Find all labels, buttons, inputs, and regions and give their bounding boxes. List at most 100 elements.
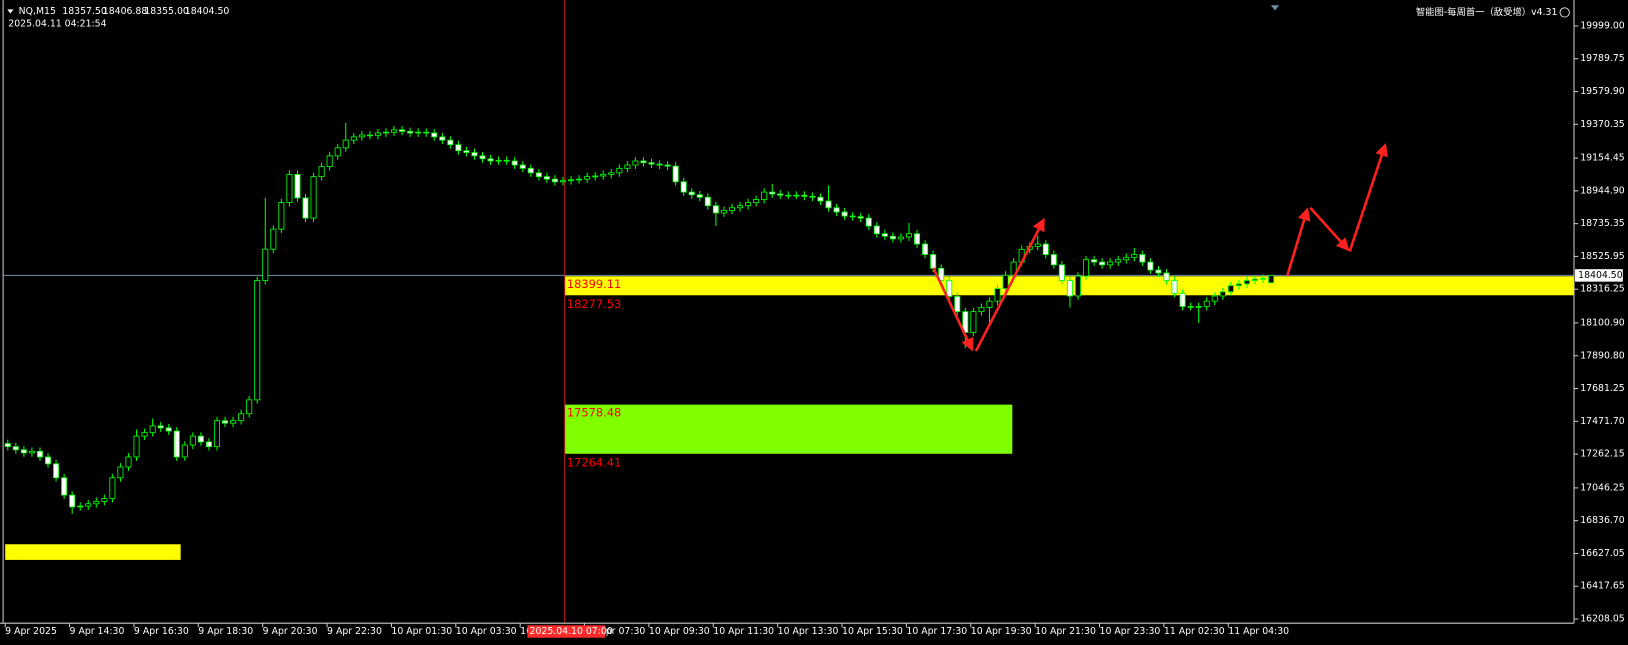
y-tick-label: 18525.95 <box>1580 251 1625 262</box>
x-tick-label: 9 Apr 16:30 <box>134 626 189 637</box>
candle-body <box>970 311 977 333</box>
candle-body <box>222 420 229 424</box>
candle-body <box>519 164 526 169</box>
y-tick-label: 17046.25 <box>1580 482 1625 493</box>
candle-body <box>262 248 269 281</box>
server-time: 2025.04.11 04:21:54 <box>8 18 106 29</box>
candle-body <box>213 420 221 448</box>
candle-body <box>624 164 631 169</box>
candle-body <box>334 147 341 157</box>
ohlc-open: 18357.50 <box>62 6 107 17</box>
candle-body <box>69 494 76 508</box>
candle-body <box>181 444 188 458</box>
candle-body <box>374 132 381 136</box>
candle-body <box>382 131 389 134</box>
candle-body <box>1058 264 1065 281</box>
candle-body <box>761 191 768 200</box>
x-tick-label: 10 Apr 09:30 <box>649 626 710 637</box>
arrow <box>974 217 1045 352</box>
candle-body <box>1243 280 1250 285</box>
x-tick-label: 9 Apr 18:30 <box>198 626 253 637</box>
candle-body <box>423 131 430 134</box>
candle-body <box>680 181 687 193</box>
candle-body <box>632 160 639 166</box>
candle-body <box>1155 269 1162 274</box>
candle-body <box>479 155 486 160</box>
y-tick-label: 18944.90 <box>1580 185 1625 196</box>
candle-body <box>785 194 792 197</box>
candle-body <box>463 150 470 153</box>
y-tick-label: 19154.45 <box>1580 153 1625 164</box>
candle-body <box>1050 254 1057 266</box>
x-tick-label: 10 Apr 01:30 <box>391 626 452 637</box>
candle-body <box>769 191 776 195</box>
x-tick-label: 11 Apr 04:30 <box>1228 626 1289 637</box>
candle-body <box>994 288 1001 302</box>
candle-body <box>527 167 534 174</box>
candle-body <box>85 503 92 507</box>
candle-body <box>399 129 406 132</box>
candle-body <box>914 233 921 245</box>
y-tick-label: 18100.90 <box>1580 317 1625 328</box>
zone-bottom-label: 18277.53 <box>567 297 621 311</box>
candle-body <box>117 466 124 479</box>
candle-body <box>1042 243 1049 255</box>
candle-body <box>278 202 285 230</box>
candle-body <box>841 211 848 217</box>
candle-body <box>1091 259 1098 263</box>
candle-body <box>930 254 937 269</box>
candle-body <box>230 420 237 424</box>
y-tick-label: 16836.70 <box>1580 515 1625 526</box>
candle-body <box>1163 272 1170 281</box>
candle-body <box>1268 275 1275 284</box>
y-tick-label: 19789.75 <box>1580 53 1625 64</box>
candle-body <box>439 136 446 141</box>
candle-body <box>648 162 655 165</box>
candle-body <box>1211 295 1218 302</box>
x-tick-label: 10 Apr 23:30 <box>1100 626 1161 637</box>
candle-body <box>720 209 727 214</box>
y-tick-label: 16208.05 <box>1580 614 1625 625</box>
arrow <box>932 267 974 352</box>
candle-body <box>1083 259 1090 277</box>
candle-body <box>294 174 301 199</box>
candle-body <box>310 176 317 219</box>
candle-body <box>471 152 478 157</box>
symbol: NQ,M15 <box>19 6 56 17</box>
candle-body <box>173 430 180 458</box>
candle-body <box>664 164 671 167</box>
candle-body <box>101 498 108 502</box>
candle-body <box>503 159 510 162</box>
indicator-icon[interactable] <box>1559 7 1570 18</box>
candle-body <box>1251 278 1259 281</box>
candle-body <box>833 207 840 213</box>
price-box <box>1575 269 1623 282</box>
candle-body <box>197 435 204 443</box>
candle-body <box>857 216 864 219</box>
candle-body <box>704 196 711 207</box>
zone-top-label: 18399.11 <box>567 277 621 291</box>
candle-body <box>568 179 575 182</box>
candle-body <box>318 166 325 178</box>
candle-body <box>1147 261 1154 271</box>
candle-body <box>865 217 872 227</box>
candle-body <box>286 174 293 204</box>
y-tick-label: 18316.25 <box>1580 284 1625 295</box>
y-tick-label: 18735.35 <box>1580 218 1625 229</box>
menu-arrow[interactable] <box>7 9 14 14</box>
ohlc-close: 18404.50 <box>185 6 230 17</box>
candle-body <box>487 158 494 162</box>
x-tick-label: 10 Apr 19:30 <box>971 626 1032 637</box>
candle-body <box>302 197 309 219</box>
candle-body <box>133 435 140 458</box>
candle-body <box>366 134 373 137</box>
arrow <box>1348 142 1388 252</box>
zones: 18399.11 18277.53 17578.48 17264.41 <box>5 276 1575 560</box>
scroll-marker[interactable] <box>1270 5 1280 11</box>
candle-body <box>1115 259 1122 263</box>
candle-body <box>431 132 438 138</box>
candle-body <box>189 435 196 446</box>
candle-body <box>350 136 357 141</box>
y-tick-label: 16417.65 <box>1580 581 1625 592</box>
zone-top-label: 17578.48 <box>567 405 621 419</box>
